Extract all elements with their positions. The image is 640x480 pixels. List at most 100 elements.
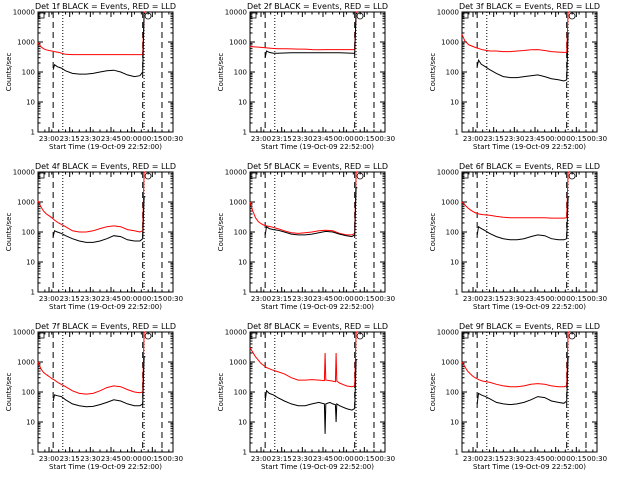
y-tick-label: 1000: [441, 199, 459, 207]
series-line-lld: [37, 171, 146, 233]
series-line-events: [264, 187, 358, 238]
y-tick-label: 10000: [13, 9, 35, 17]
x-tick-label: 23:30: [80, 295, 100, 303]
chart-panel-5: Det 5f BLACK = Events, RED = LLD 1 10 100 10…: [217, 162, 395, 311]
x-tick-label: 23:30: [504, 295, 524, 303]
y-tick-label: 100: [446, 69, 459, 77]
series-line-lld: [249, 11, 358, 51]
y-tick-label: 100: [446, 389, 459, 397]
chart-title: Det 4f BLACK = Events, RED = LLD: [35, 162, 176, 171]
x-axis-label: Start Time (19-Oct-09 22:52:00): [49, 303, 162, 311]
corner-marker-right: [568, 12, 576, 20]
plot-frame: [37, 331, 174, 453]
series-line-events: [476, 196, 570, 241]
y-tick-label: 10: [238, 419, 247, 427]
y-tick-label: 10: [450, 259, 459, 267]
x-tick-label: 00:00: [122, 295, 142, 303]
y-tick-label: 100: [22, 69, 35, 77]
x-tick-label: 00:30: [375, 455, 395, 463]
x-tick-label: 23:00: [251, 135, 271, 143]
y-tick-label: 1: [31, 289, 35, 297]
x-tick-label: 00:00: [122, 135, 142, 143]
corner-marker-left: [250, 12, 257, 19]
corner-marker-left: [462, 12, 469, 19]
series-line-lld: [249, 171, 358, 236]
chart-panel-1: Det 1f BLACK = Events, RED = LLD 1 10 100 10…: [5, 2, 183, 151]
plot-frame: [37, 11, 174, 133]
chart-title: Det 2f BLACK = Events, RED = LLD: [247, 2, 388, 11]
y-axis-label: Counts/sec: [5, 373, 13, 412]
y-tick-label: 10000: [13, 329, 35, 337]
y-tick-label: 10000: [225, 9, 247, 17]
y-tick-label: 100: [234, 229, 247, 237]
x-tick-label: 23:15: [60, 295, 80, 303]
chart-panel-9: Det 9f BLACK = Events, RED = LLD 1 10 100 10…: [429, 322, 607, 471]
x-axis-label: Start Time (19-Oct-09 22:52:00): [473, 143, 586, 151]
x-tick-label: 23:45: [101, 455, 121, 463]
plot-frame: [249, 171, 386, 293]
y-tick-label: 1000: [229, 199, 247, 207]
corner-marker-right: [144, 12, 152, 20]
y-axis-label: Counts/sec: [429, 53, 437, 92]
series-line-lld: [37, 331, 146, 395]
series-line-lld: [249, 331, 358, 388]
y-tick-label: 1: [31, 129, 35, 137]
corner-marker-right: [144, 172, 152, 180]
y-tick-label: 100: [234, 389, 247, 397]
corner-marker-right: [356, 12, 364, 20]
x-tick-label: 23:00: [463, 135, 483, 143]
x-tick-label: 00:00: [122, 455, 142, 463]
y-tick-label: 100: [22, 229, 35, 237]
x-tick-label: 00:00: [334, 295, 354, 303]
x-tick-label: 00:30: [587, 295, 607, 303]
y-tick-label: 1: [31, 449, 35, 457]
y-tick-label: 100: [446, 229, 459, 237]
y-tick-label: 1: [455, 449, 459, 457]
x-axis-label: Start Time (19-Oct-09 22:52:00): [261, 303, 374, 311]
series-line-events: [264, 359, 358, 434]
y-axis-label: Counts/sec: [217, 373, 225, 412]
x-tick-label: 23:15: [60, 455, 80, 463]
x-tick-label: 23:00: [251, 455, 271, 463]
corner-marker-left: [462, 172, 469, 179]
corner-marker-right: [356, 332, 364, 340]
x-tick-label: 00:30: [163, 135, 183, 143]
corner-marker-left: [250, 172, 257, 179]
y-tick-label: 10: [26, 99, 35, 107]
chart-title: Det 8f BLACK = Events, RED = LLD: [247, 322, 388, 331]
y-tick-label: 1000: [441, 359, 459, 367]
chart-panel-3: Det 3f BLACK = Events, RED = LLD 1 10 100 10…: [429, 2, 607, 151]
series-line-events: [264, 12, 358, 58]
y-tick-label: 10000: [225, 329, 247, 337]
chart-title: Det 1f BLACK = Events, RED = LLD: [35, 2, 176, 11]
corner-marker-left: [462, 332, 469, 339]
y-tick-label: 10: [238, 259, 247, 267]
x-tick-label: 00:15: [566, 455, 586, 463]
chart-title: Det 5f BLACK = Events, RED = LLD: [247, 162, 388, 171]
y-tick-label: 10: [26, 419, 35, 427]
x-tick-label: 23:15: [272, 135, 292, 143]
chart-title: Det 6f BLACK = Events, RED = LLD: [459, 162, 600, 171]
chart-panel-6: Det 6f BLACK = Events, RED = LLD 1 10 100 10…: [429, 162, 607, 311]
x-tick-label: 00:30: [587, 455, 607, 463]
y-tick-label: 1000: [17, 39, 35, 47]
y-axis-label: Counts/sec: [429, 373, 437, 412]
x-axis-label: Start Time (19-Oct-09 22:52:00): [473, 303, 586, 311]
series-line-lld: [461, 171, 570, 219]
x-axis-label: Start Time (19-Oct-09 22:52:00): [261, 143, 374, 151]
x-tick-label: 00:15: [566, 135, 586, 143]
x-tick-label: 00:30: [587, 135, 607, 143]
y-tick-label: 10000: [225, 169, 247, 177]
x-tick-label: 23:15: [484, 135, 504, 143]
y-tick-label: 1000: [17, 199, 35, 207]
x-tick-label: 23:15: [484, 295, 504, 303]
y-axis-label: Counts/sec: [5, 213, 13, 252]
x-tick-label: 00:30: [375, 295, 395, 303]
y-tick-label: 10000: [437, 9, 459, 17]
plot-frame: [461, 171, 598, 293]
y-tick-label: 1: [455, 289, 459, 297]
y-tick-label: 10: [450, 99, 459, 107]
x-tick-label: 23:30: [292, 135, 312, 143]
x-tick-label: 00:15: [566, 295, 586, 303]
x-tick-label: 23:00: [251, 295, 271, 303]
